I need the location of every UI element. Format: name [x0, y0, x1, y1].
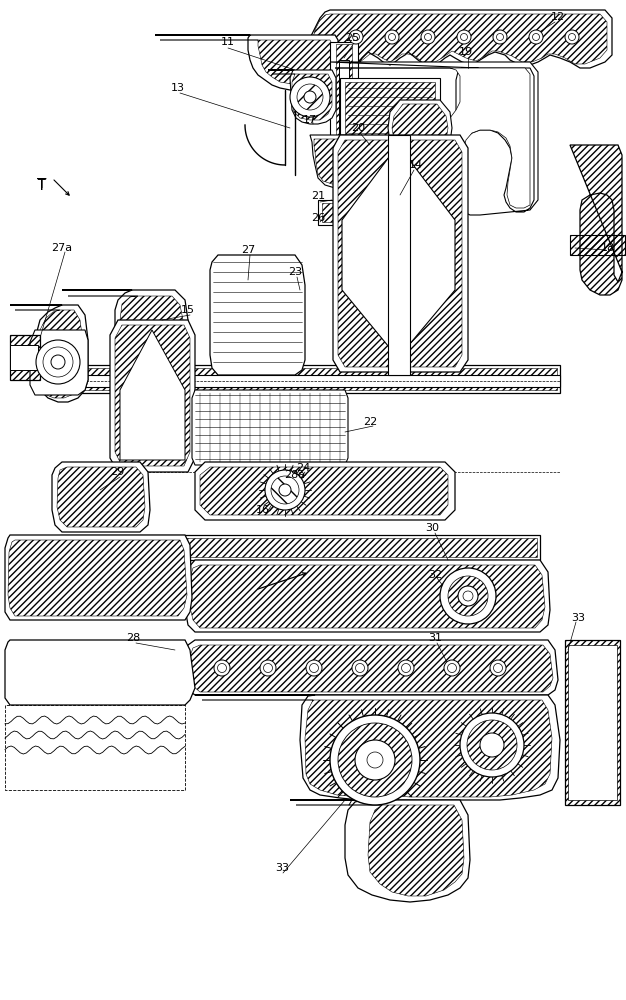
- Text: 20: 20: [351, 123, 365, 133]
- Bar: [568, 645, 617, 800]
- Polygon shape: [185, 640, 558, 695]
- Text: 31: 31: [428, 633, 442, 643]
- Polygon shape: [110, 320, 195, 472]
- Circle shape: [355, 740, 395, 780]
- Bar: [336, 44, 352, 170]
- Circle shape: [385, 30, 399, 44]
- Bar: [388, 135, 410, 375]
- Polygon shape: [342, 145, 455, 358]
- Text: 29: 29: [110, 467, 124, 477]
- Polygon shape: [310, 135, 360, 188]
- Bar: [10, 335, 40, 380]
- Polygon shape: [388, 100, 452, 150]
- Circle shape: [304, 91, 316, 103]
- Circle shape: [349, 30, 363, 44]
- Bar: [570, 235, 625, 255]
- Circle shape: [398, 660, 414, 676]
- Text: 14: 14: [409, 160, 423, 170]
- Text: 18: 18: [601, 243, 615, 253]
- Circle shape: [306, 660, 322, 676]
- Bar: [63, 538, 537, 557]
- Circle shape: [36, 340, 80, 384]
- Polygon shape: [333, 135, 468, 372]
- Bar: [60, 365, 560, 393]
- Bar: [340, 78, 440, 173]
- Bar: [330, 42, 358, 172]
- Bar: [60, 375, 560, 387]
- Bar: [10, 345, 38, 370]
- Text: T: T: [38, 178, 47, 192]
- Polygon shape: [210, 255, 305, 375]
- Polygon shape: [155, 35, 338, 90]
- Circle shape: [565, 30, 579, 44]
- Text: 17: 17: [303, 115, 317, 125]
- Bar: [63, 368, 557, 390]
- Polygon shape: [192, 390, 348, 465]
- Circle shape: [290, 77, 330, 117]
- Circle shape: [529, 30, 543, 44]
- Text: 30: 30: [425, 523, 439, 533]
- Polygon shape: [185, 560, 550, 632]
- Circle shape: [457, 30, 471, 44]
- Text: 15: 15: [181, 305, 195, 315]
- Text: 26: 26: [311, 213, 325, 223]
- Polygon shape: [310, 10, 612, 68]
- Circle shape: [330, 715, 420, 805]
- Text: 23: 23: [288, 267, 302, 277]
- Polygon shape: [268, 70, 336, 124]
- Circle shape: [480, 733, 504, 757]
- Text: 16: 16: [256, 505, 270, 515]
- Circle shape: [460, 713, 524, 777]
- Bar: [60, 535, 540, 560]
- Polygon shape: [5, 535, 192, 620]
- Bar: [322, 203, 344, 222]
- Polygon shape: [120, 330, 185, 460]
- Text: 19: 19: [459, 47, 473, 57]
- Text: 27a: 27a: [51, 243, 73, 253]
- Polygon shape: [62, 290, 188, 360]
- Bar: [565, 640, 620, 805]
- Text: 32: 32: [428, 570, 442, 580]
- Circle shape: [421, 30, 435, 44]
- Polygon shape: [335, 68, 530, 210]
- Text: 24: 24: [296, 463, 310, 473]
- Text: 33: 33: [571, 613, 585, 623]
- Text: T: T: [38, 178, 46, 192]
- Polygon shape: [30, 330, 88, 395]
- Bar: [339, 60, 349, 160]
- Circle shape: [444, 660, 460, 676]
- Text: 33: 33: [275, 863, 289, 873]
- Polygon shape: [5, 640, 195, 705]
- Text: 21: 21: [311, 191, 325, 201]
- Text: 11: 11: [221, 37, 235, 47]
- Text: 25: 25: [345, 33, 359, 43]
- Circle shape: [352, 660, 368, 676]
- Polygon shape: [195, 462, 455, 520]
- Polygon shape: [330, 62, 538, 215]
- Circle shape: [214, 660, 230, 676]
- Circle shape: [440, 568, 496, 624]
- Circle shape: [51, 355, 65, 369]
- Circle shape: [493, 30, 507, 44]
- Circle shape: [458, 586, 478, 606]
- Circle shape: [279, 484, 291, 496]
- Polygon shape: [195, 695, 560, 800]
- Text: 27: 27: [241, 245, 255, 255]
- Text: 28a: 28a: [284, 470, 305, 480]
- Circle shape: [265, 470, 305, 510]
- Polygon shape: [290, 800, 470, 902]
- Circle shape: [260, 660, 276, 676]
- Bar: [345, 82, 435, 169]
- Text: 28: 28: [126, 633, 140, 643]
- Circle shape: [490, 660, 506, 676]
- Text: 22: 22: [363, 417, 377, 427]
- Text: 13: 13: [171, 83, 185, 93]
- Polygon shape: [52, 462, 150, 532]
- Bar: [318, 200, 348, 225]
- Text: 12: 12: [551, 12, 565, 22]
- Polygon shape: [10, 305, 88, 402]
